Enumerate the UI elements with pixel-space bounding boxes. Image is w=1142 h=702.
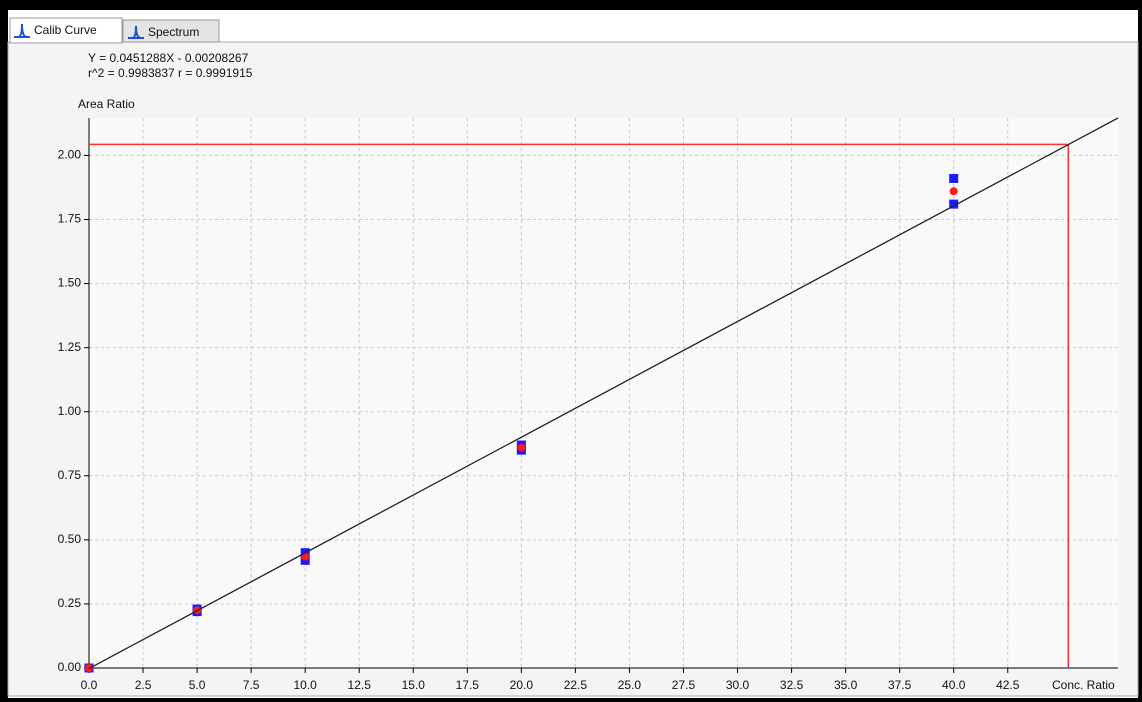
x-tick-label: 27.5 — [672, 678, 696, 692]
y-tick-label: 0.75 — [58, 468, 82, 482]
x-tick-label: 12.5 — [348, 678, 372, 692]
y-tick-label: 1.50 — [58, 276, 82, 290]
y-tick-label: 2.00 — [58, 148, 82, 162]
y-tick-label: 0.50 — [58, 532, 82, 546]
tab-label[interactable]: Calib Curve — [34, 23, 97, 37]
tab[interactable] — [122, 19, 220, 43]
x-tick-label: 22.5 — [564, 678, 588, 692]
equation: Y = 0.0451288X - 0.00208267 — [88, 51, 249, 65]
tab-icon — [128, 25, 144, 39]
x-tick-label: 40.0 — [942, 678, 966, 692]
tab-icon — [14, 23, 30, 38]
y-tick-label: 0.00 — [58, 660, 82, 674]
x-tick-label: 30.0 — [726, 678, 750, 692]
x-tick-label: 5.0 — [189, 678, 206, 692]
x-tick-label: 25.0 — [618, 678, 642, 692]
x-tick-label: 17.5 — [456, 678, 480, 692]
y-tick-label: 0.25 — [58, 596, 82, 610]
x-tick-label: 42.5 — [996, 678, 1020, 692]
x-tick-label: 35.0 — [834, 678, 858, 692]
y-tick-label: 1.75 — [58, 212, 82, 226]
point — [949, 199, 959, 209]
point — [517, 443, 526, 452]
tab-label[interactable]: Spectrum — [148, 25, 199, 39]
y-tick-label: 1.25 — [58, 340, 82, 354]
x-tick-label: 20.0 — [510, 678, 534, 692]
x-tick-label: 7.5 — [243, 678, 260, 692]
x-tick-label: 2.5 — [135, 678, 152, 692]
x-tick-label: 15.0 — [402, 678, 426, 692]
point — [949, 187, 958, 196]
x-tick-label: 0.0 — [81, 678, 98, 692]
x-axis-label: Conc. Ratio — [1052, 678, 1115, 692]
y-axis-label: Area Ratio — [78, 97, 135, 111]
x-tick-label: 37.5 — [888, 678, 912, 692]
x-tick-label: 32.5 — [780, 678, 804, 692]
point — [949, 173, 959, 183]
y-tick-label: 1.00 — [58, 404, 82, 418]
tab[interactable] — [9, 17, 123, 44]
fit-line — [88, 117, 1119, 670]
stats: r^2 = 0.9983837 r = 0.9991915 — [88, 66, 253, 80]
x-tick-label: 10.0 — [293, 678, 317, 692]
